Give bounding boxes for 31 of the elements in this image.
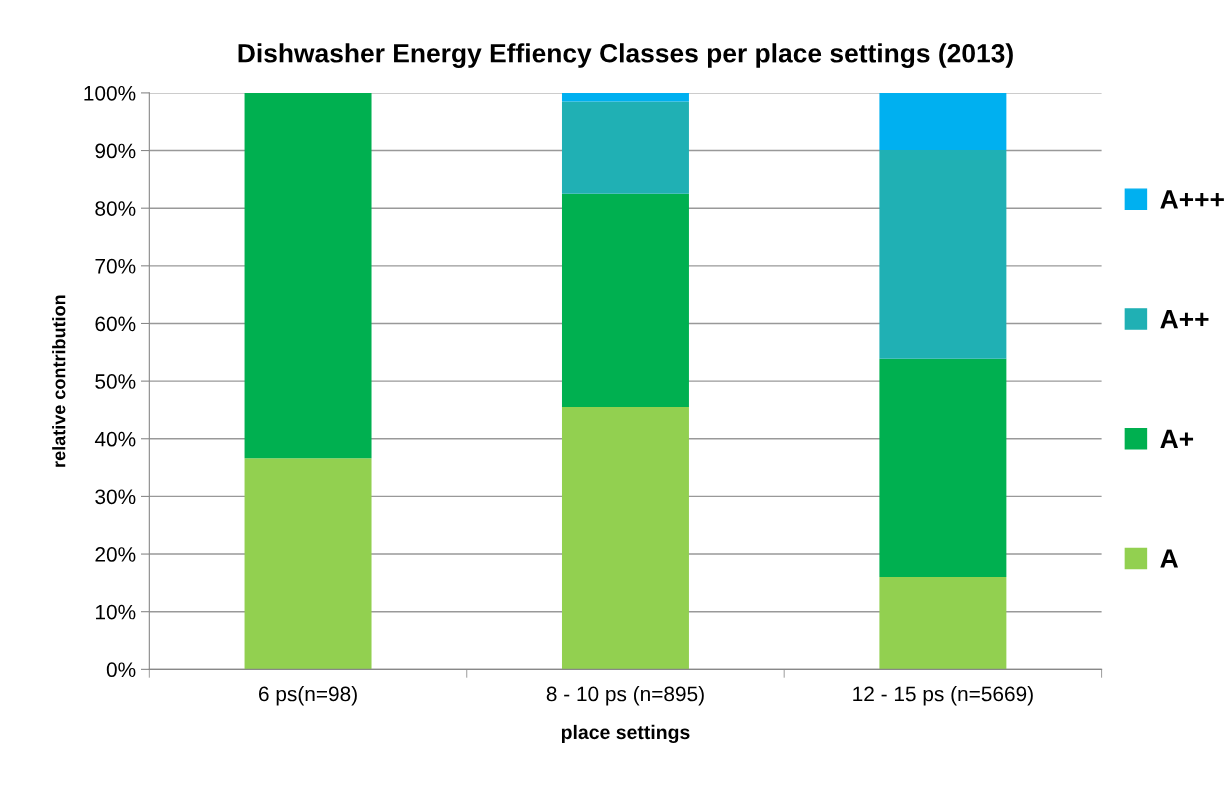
- y-tick-label: 100%: [84, 85, 136, 101]
- bar: [879, 149, 1007, 359]
- bar: [561, 92, 689, 102]
- x-axis-title: place settings: [561, 724, 690, 744]
- bar: [561, 407, 689, 670]
- y-axis-title: relative contribution: [52, 295, 66, 467]
- y-tick-label: 90%: [95, 143, 136, 159]
- bar: [879, 577, 1007, 670]
- bar: [879, 358, 1007, 578]
- bar: [244, 92, 372, 459]
- legend-label: A+++: [1160, 190, 1224, 209]
- legend-label: A+: [1160, 429, 1194, 448]
- y-tick-label: 50%: [95, 374, 136, 389]
- y-tick-label: 70%: [95, 258, 136, 274]
- y-tick-label: 0%: [106, 662, 136, 678]
- x-tick-label: 6 ps(n=98): [259, 686, 357, 706]
- chart-title: Dishwasher Energy Effiency Classes per place settings (2013): [238, 43, 1013, 68]
- y-tick-label: 40%: [94, 431, 136, 447]
- y-tick-label: 10%: [96, 604, 136, 620]
- legend-label: A++: [1160, 309, 1209, 329]
- y-tick-label: 60%: [95, 316, 136, 332]
- bar: [879, 92, 1007, 150]
- y-tick-label: 80%: [95, 201, 136, 216]
- bar: [244, 458, 372, 670]
- bar: [561, 101, 689, 194]
- x-tick-label: 12 - 15 ps (n=5669): [853, 686, 1033, 706]
- y-tick-label: 30%: [95, 489, 136, 505]
- y-tick-label: 20%: [95, 547, 136, 562]
- bar: [561, 193, 689, 408]
- legend-label: A: [1160, 549, 1179, 568]
- x-tick-label: 8 - 10 ps (n=895): [546, 686, 704, 706]
